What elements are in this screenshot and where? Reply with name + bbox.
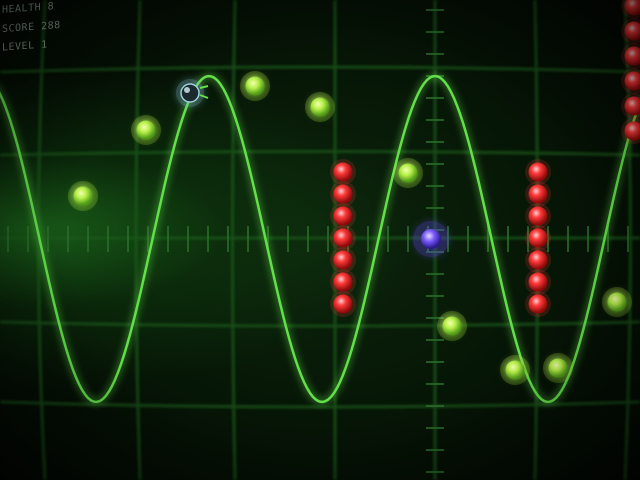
purple-orb-icon bbox=[413, 221, 449, 257]
red-orb-icon bbox=[525, 291, 551, 317]
green-orb-icon bbox=[500, 355, 530, 385]
green-orb-icon bbox=[437, 311, 467, 341]
red-orb-icon bbox=[621, 0, 640, 19]
green-orb-icon bbox=[131, 115, 161, 145]
green-orb-icon bbox=[68, 181, 98, 211]
green-orb-icon bbox=[305, 92, 335, 122]
red-orb-icon bbox=[330, 291, 356, 317]
red-orb-icon bbox=[621, 93, 640, 119]
red-orb-icon bbox=[621, 18, 640, 44]
green-orb-icon bbox=[393, 158, 423, 188]
red-orb-icon bbox=[621, 43, 640, 69]
green-orb-icon bbox=[543, 353, 573, 383]
red-orb-icon bbox=[621, 118, 640, 144]
green-orb-icon bbox=[602, 287, 632, 317]
green-orb-icon bbox=[240, 71, 270, 101]
dark-probe-icon bbox=[176, 79, 209, 107]
